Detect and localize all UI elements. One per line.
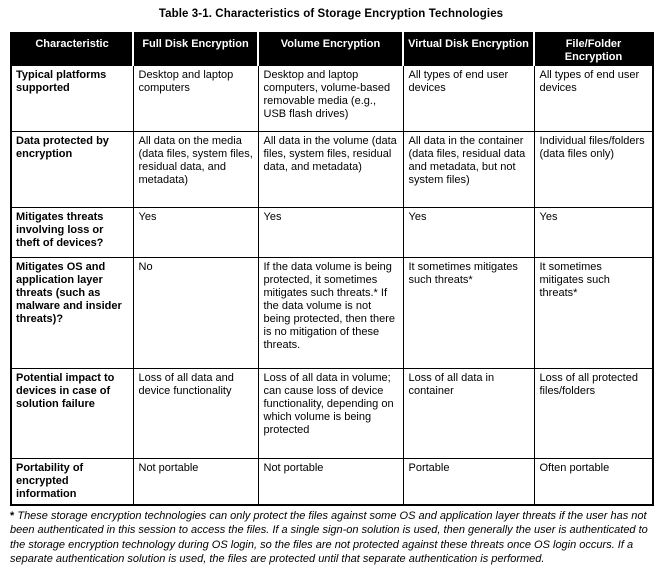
table-row-mitigates-os-threats: Mitigates OS and application layer threa… [10,257,654,369]
cell-virtual-disk: Portable [402,458,535,506]
header-volume-encryption: Volume Encryption [257,33,403,66]
header-full-disk-encryption: Full Disk Encryption [132,33,258,66]
cell-full-disk: Yes [132,207,259,258]
row-header: Portability of encrypted information [10,458,134,506]
table-title: Table 3-1. Characteristics of Storage En… [158,8,504,20]
cell-file-folder: Often portable [533,458,654,506]
footnote-text: These storage encryption technologies ca… [10,510,648,565]
row-header: Mitigates threats involving loss or thef… [10,207,134,258]
cell-full-disk: All data on the media (data files, syste… [132,131,259,208]
header-virtual-disk-encryption: Virtual Disk Encryption [402,33,534,66]
table-row-potential-impact: Potential impact to devices in case of s… [10,368,654,459]
row-header: Mitigates OS and application layer threa… [10,257,134,369]
cell-file-folder: Loss of all protected files/folders [533,368,654,459]
row-header: Potential impact to devices in case of s… [10,368,134,459]
cell-virtual-disk: It sometimes mitigates such threats* [402,257,535,369]
table-row-mitigates-loss-theft: Mitigates threats involving loss or thef… [10,207,654,258]
cell-virtual-disk: Loss of all data in container [402,368,535,459]
cell-volume: Loss of all data in volume; can cause lo… [257,368,404,459]
cell-full-disk: Not portable [132,458,259,506]
footnote-asterisk: * [10,510,15,522]
cell-file-folder: All types of end user devices [533,65,654,132]
cell-virtual-disk: Yes [402,207,535,258]
header-file-folder-encryption: File/Folder Encryption [533,33,653,66]
cell-file-folder: Individual files/folders (data files onl… [533,131,654,208]
cell-full-disk: No [132,257,259,369]
cell-volume: Desktop and laptop computers, volume-bas… [257,65,404,132]
cell-volume: All data in the volume (data files, syst… [257,131,404,208]
cell-virtual-disk: All data in the container (data files, r… [402,131,535,208]
table-row-portability: Portability of encrypted information Not… [10,458,654,506]
cell-virtual-disk: All types of end user devices [402,65,535,132]
table-row-typical-platforms: Typical platforms supported Desktop and … [10,65,654,132]
row-header: Data protected by encryption [10,131,134,208]
cell-volume: Yes [257,207,404,258]
cell-file-folder: It sometimes mitigates such threats* [533,257,654,369]
cell-full-disk: Desktop and laptop computers [132,65,259,132]
cell-volume: Not portable [257,458,404,506]
cell-volume: If the data volume is being protected, i… [257,257,404,369]
table-row-data-protected: Data protected by encryption All data on… [10,131,654,208]
header-row: Characteristic Full Disk Encryption Volu… [11,33,653,66]
cell-file-folder: Yes [533,207,654,258]
cell-full-disk: Loss of all data and device functionalit… [132,368,259,459]
header-characteristic: Characteristic [11,33,133,66]
storage-encryption-table: Characteristic Full Disk Encryption Volu… [10,32,654,506]
footnote: * These storage encryption technologies … [10,509,652,566]
row-header: Typical platforms supported [10,65,134,132]
